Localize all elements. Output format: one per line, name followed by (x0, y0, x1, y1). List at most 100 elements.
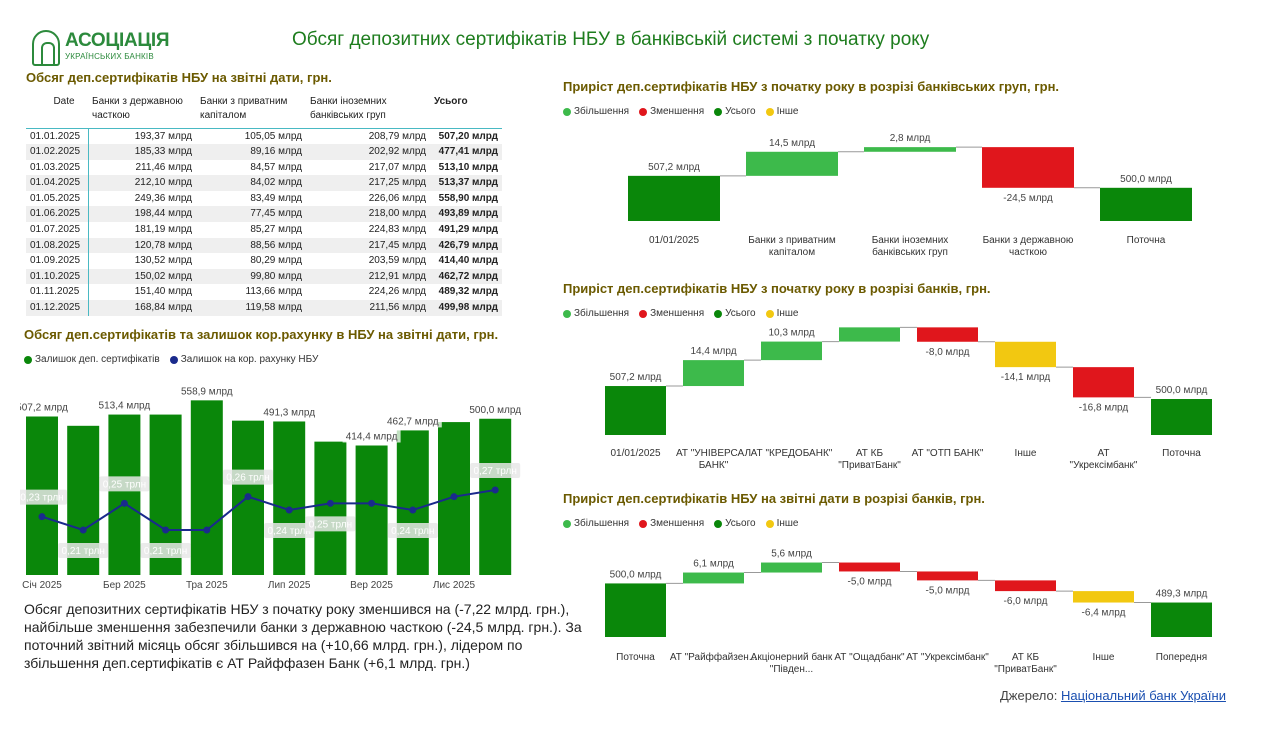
bar-value-label: -5,0 млрд (926, 585, 970, 596)
line-label-bg (58, 543, 109, 558)
cell-total: 462,72 млрд (430, 268, 502, 285)
table-row: 01.01.2025 193,37 млрд 105,05 млрд 208,79 м… (26, 127, 502, 145)
legend-label: Інше (776, 106, 799, 117)
corr-account-point (162, 526, 170, 534)
line-label-bg (470, 463, 521, 478)
waterfall-bar (746, 151, 838, 176)
table-row: 01.12.2025 168,84 млрд 119,58 млрд 211,56 м… (26, 300, 502, 316)
bar-value-label: -8,0 млрд (926, 347, 970, 358)
cell-value: 77,45 млрд (196, 206, 306, 223)
cell-date: 01.05.2025 (26, 190, 89, 207)
volume-table: Date Банки з державною часткою Банки з п… (26, 92, 502, 316)
waterfall-groups-legend: Збільшення Зменшення Усього Інше (563, 106, 798, 117)
line-value-label: 0,23 трлн (20, 493, 63, 504)
bar-value-label: -6,0 млрд (1004, 596, 1048, 607)
waterfall-bar (761, 341, 822, 361)
legend-label: Залишок деп. сертифікатів (35, 354, 160, 365)
bar-label-bg (466, 402, 525, 416)
table-row: 01.08.2025 120,78 млрд 88,56 млрд 217,45 мл… (26, 237, 502, 254)
legend-item: Усього (714, 308, 756, 319)
legend-label: Усього (725, 308, 756, 319)
line-value-label: 0,25 трлн (309, 519, 352, 530)
legend-dot (639, 107, 648, 116)
legend-item: Збільшення (563, 308, 629, 319)
label-line: АТ "Ощадбанк" (834, 651, 905, 663)
category-label: АТ "Ощадбанк" (834, 651, 905, 663)
cell-value: 168,84 млрд (88, 300, 196, 316)
deposit-bar (355, 445, 388, 575)
cell-value: 99,80 млрд (196, 268, 306, 285)
label-line: Поточна (1127, 235, 1166, 246)
cell-value: 150,02 млрд (88, 268, 196, 285)
category-label: АТ "ОТП БАНК" (912, 448, 984, 459)
cell-date: 01.11.2025 (26, 284, 89, 301)
legend-label: Інше (776, 308, 799, 319)
page-title: Обсяг депозитних сертифікатів НБУ в банк… (292, 29, 930, 50)
cell-value: 83,49 млрд (250, 192, 302, 204)
col-header-private: Банки з приватним капіталом (200, 96, 288, 121)
x-tick-label: Бер 2025 (103, 580, 146, 591)
category-label: АТ "Райффайзен... (670, 651, 757, 663)
legend-item: Усього (714, 106, 756, 117)
source-link[interactable]: Національний банк України (1060, 688, 1226, 703)
waterfall-banks-legend: Збільшення Зменшення Усього Інше (563, 308, 798, 319)
cell-value: 226,06 млрд (368, 192, 426, 204)
category-label: 01/01/2025 (649, 235, 699, 246)
label-line: капіталом (769, 247, 815, 258)
cell-value: 181,19 млрд (134, 224, 192, 236)
legend-label: Інше (776, 518, 799, 529)
combo-chart-title: Обсяг деп.сертифікатів та залишок кор.ра… (24, 327, 499, 342)
waterfall-bar (683, 572, 744, 584)
table-title: Обсяг деп.сертифікатів НБУ на звітні дат… (26, 70, 332, 85)
category-label: Поточна (616, 652, 655, 663)
bar-label-bg (177, 384, 236, 398)
corr-account-point (450, 493, 458, 501)
combo-chart-legend: Залишок деп. сертифікатів Залишок на кор… (24, 354, 318, 365)
bar-value-label: 462,7 млрд (387, 416, 439, 427)
col-header-foreign: Банки іноземних банківських груп (310, 96, 387, 121)
waterfall-banks-chart: 507,2 млрд 01/01/2025 14,4 млрд АТ "УНІВЕРС… (605, 326, 1212, 471)
category-label: АТ "Укрексімбанк" (906, 651, 989, 663)
cell-date: 01.12.2025 (26, 300, 89, 316)
waterfall-bar (995, 341, 1056, 368)
legend-label: Зменшення (650, 308, 705, 319)
corr-account-point (285, 506, 293, 514)
line-label-bg (305, 516, 356, 532)
legend-label: Збільшення (574, 106, 630, 117)
cell-value: 88,56 млрд (196, 237, 306, 254)
line-label-bg (264, 523, 315, 538)
legend-item: Збільшення (563, 518, 629, 529)
cell-value: 151,40 млрд (134, 286, 192, 298)
category-label: Інше (1015, 448, 1037, 459)
label-line: банківських груп (872, 246, 948, 258)
legend-item: Інше (765, 106, 799, 117)
bar-value-label: 507,2 млрд (610, 372, 662, 383)
waterfall-banks-title: Приріст деп.сертифікатів НБУ з початку р… (563, 281, 991, 296)
line-value-label: 0,25 трлн (103, 479, 146, 490)
cell-total: 493,89 млрд (430, 206, 502, 223)
bar-label-bg (383, 414, 442, 428)
cell-total: 513,10 млрд (438, 161, 498, 173)
legend-item: Інше (765, 518, 799, 529)
bar-value-label: -24,5 млрд (1003, 193, 1053, 204)
cell-total: 513,37 млрд (430, 175, 502, 191)
waterfall-bar (1073, 367, 1134, 398)
cell-value: 218,00 млрд (306, 206, 430, 223)
bar-value-label: 500,0 млрд (469, 405, 521, 416)
table-row: 01.04.2025 212,10 млрд 84,02 млрд 217,25 мл… (26, 175, 502, 191)
legend-dot (765, 107, 774, 116)
legend-dot (714, 309, 723, 318)
label-line: 01/01/2025 (610, 448, 660, 459)
label-line: "Укрексімбанк" (1070, 459, 1138, 471)
x-tick-label: Лип 2025 (268, 580, 311, 591)
label-line: Банки з державною (983, 235, 1074, 246)
label-line: Акціонерний банк (751, 651, 833, 663)
line-value-label: 0,24 трлн (267, 526, 310, 537)
category-label: Банки з приватним капіталом (748, 235, 836, 258)
table-row: 01.09.2025 130,52 млрд 80,29 млрд 203,59 мл… (26, 253, 502, 269)
table-row: 01.10.2025 150,02 млрд 99,80 млрд 212,91 мл… (26, 268, 502, 285)
label-line: "ПриватБанк" (994, 664, 1057, 675)
label-line: 01/01/2025 (649, 235, 699, 246)
category-label: АТ КБ "ПриватБанк" (838, 448, 901, 471)
label-line: Інше (1093, 652, 1115, 663)
